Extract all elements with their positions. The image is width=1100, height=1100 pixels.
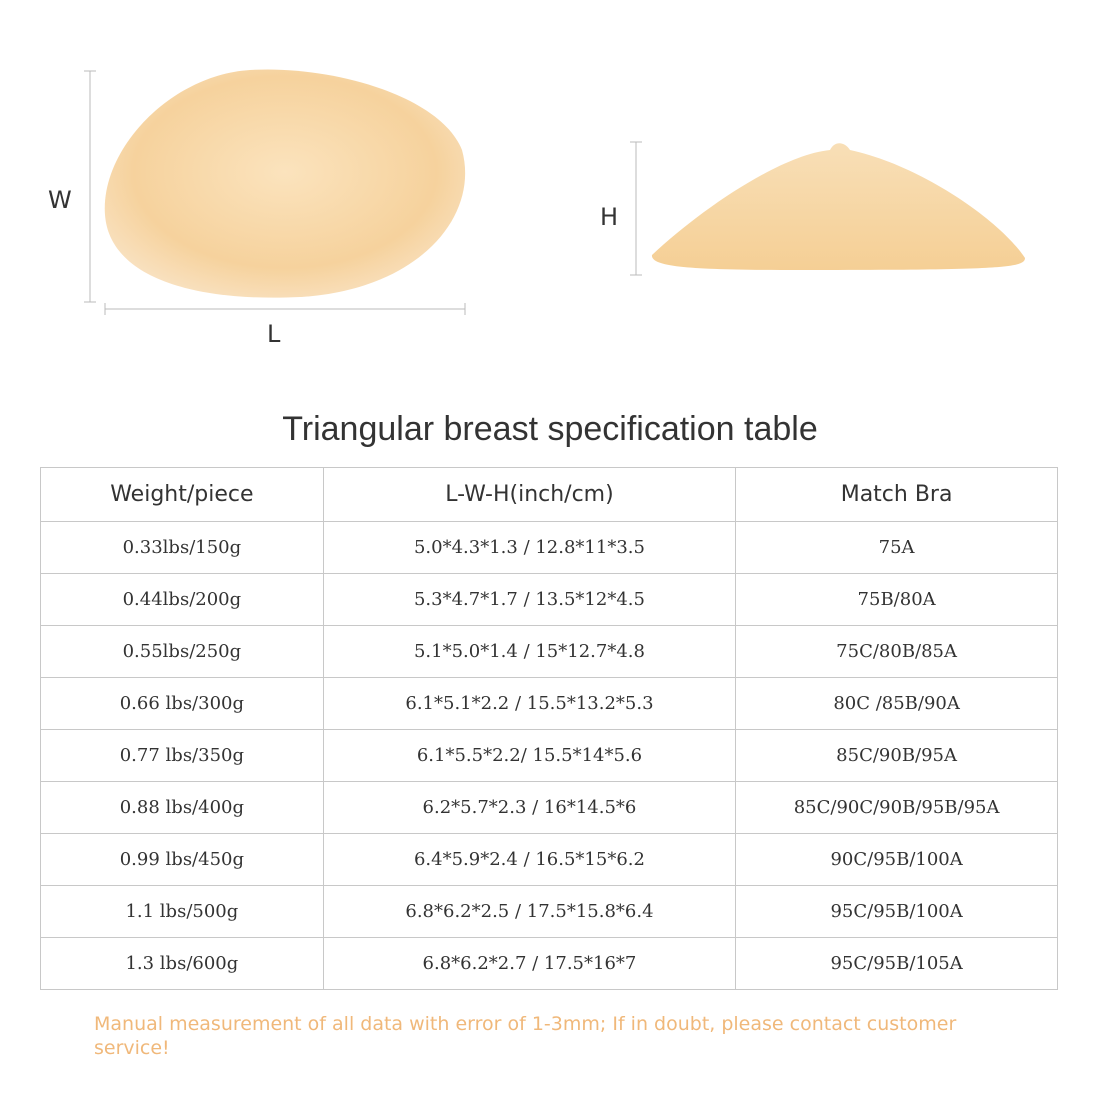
header-row: Weight/piece L-W-H(inch/cm) Match Bra [40,467,1058,522]
height-label: H [600,203,619,231]
table-row: 1.3 lbs/600g 6.8*6.2*2.7 / 17.5*16*7 95C/9… [40,937,1058,990]
table-title: Triangular breast specification table [282,410,818,448]
table-cell: 0.44lbs/200g [40,573,324,626]
table-cell: 95C/95B/100A [735,885,1058,938]
table-cell: 1.1 lbs/500g [40,885,324,938]
table-row: 1.1 lbs/500g 6.8*6.2*2.5 / 17.5*15.8*6.4 9… [40,885,1058,938]
table-cell: 0.33lbs/150g [40,521,324,574]
table-cell: 5.3*4.7*1.7 / 13.5*12*4.5 [322,573,737,626]
table-cell: 85C/90C/90B/95B/95A [735,781,1058,834]
table-cell: 75B/80A [735,573,1058,626]
table-cell: 0.77 lbs/350g [40,729,324,782]
table-cell: 6.1*5.1*2.2 / 15.5*13.2*5.3 [322,677,737,730]
table-row: 0.99 lbs/450g 6.4*5.9*2.4 / 16.5*15*6.2 90… [40,833,1058,886]
header-cell: L-W-H(inch/cm) [322,467,737,522]
table-cell: 6.2*5.7*2.3 / 16*14.5*6 [322,781,737,834]
table-row: 0.44lbs/200g 5.3*4.7*1.7 / 13.5*12*4.5 75B… [40,573,1058,626]
table-cell: 0.99 lbs/450g [40,833,324,886]
table-cell: 0.66 lbs/300g [40,677,324,730]
table-cell: 6.1*5.5*2.2/ 15.5*14*5.6 [322,729,737,782]
table-cell: 75A [735,521,1058,574]
table-row: 0.66 lbs/300g 6.1*5.1*2.2 / 15.5*13.2*5.3… [40,677,1058,730]
top-view-shape [104,69,466,298]
width-label: W [48,186,72,214]
table-cell: 6.8*6.2*2.5 / 17.5*15.8*6.4 [322,885,737,938]
table-cell: 90C/95B/100A [735,833,1058,886]
table-row: 0.33lbs/150g 5.0*4.3*1.3 / 12.8*11*3.5 75A [40,521,1058,574]
table-row: 0.77 lbs/350g 6.1*5.5*2.2/ 15.5*14*5.6 85C… [40,729,1058,782]
table-cell: 80C /85B/90A [735,677,1058,730]
length-label: L [267,320,281,348]
table-cell: 6.4*5.9*2.4 / 16.5*15*6.2 [322,833,737,886]
table-cell: 5.1*5.0*1.4 / 15*12.7*4.8 [322,625,737,678]
table-cell: 5.0*4.3*1.3 / 12.8*11*3.5 [322,521,737,574]
table-row: 0.88 lbs/400g 6.2*5.7*2.3 / 16*14.5*6 85C/… [40,781,1058,834]
table-cell: 0.88 lbs/400g [40,781,324,834]
table-cell: 75C/80B/85A [735,625,1058,678]
product-diagram [84,69,1025,315]
table-cell: 6.8*6.2*2.7 / 17.5*16*7 [322,937,737,990]
header-cell: Weight/piece [40,467,324,522]
table-cell: 0.55lbs/250g [40,625,324,678]
table-cell: 85C/90B/95A [735,729,1058,782]
spec-table: Weight/piece L-W-H(inch/cm) Match Bra 0.33l… [40,467,1058,990]
table-cell: 95C/95B/105A [735,937,1058,990]
table-row: 0.55lbs/250g 5.1*5.0*1.4 / 15*12.7*4.8 75C… [40,625,1058,678]
side-view-shape [651,143,1025,270]
header-cell: Match Bra [735,467,1058,522]
note: Manual measurement of all data with erro… [94,1013,957,1059]
table-cell: 1.3 lbs/600g [40,937,324,990]
